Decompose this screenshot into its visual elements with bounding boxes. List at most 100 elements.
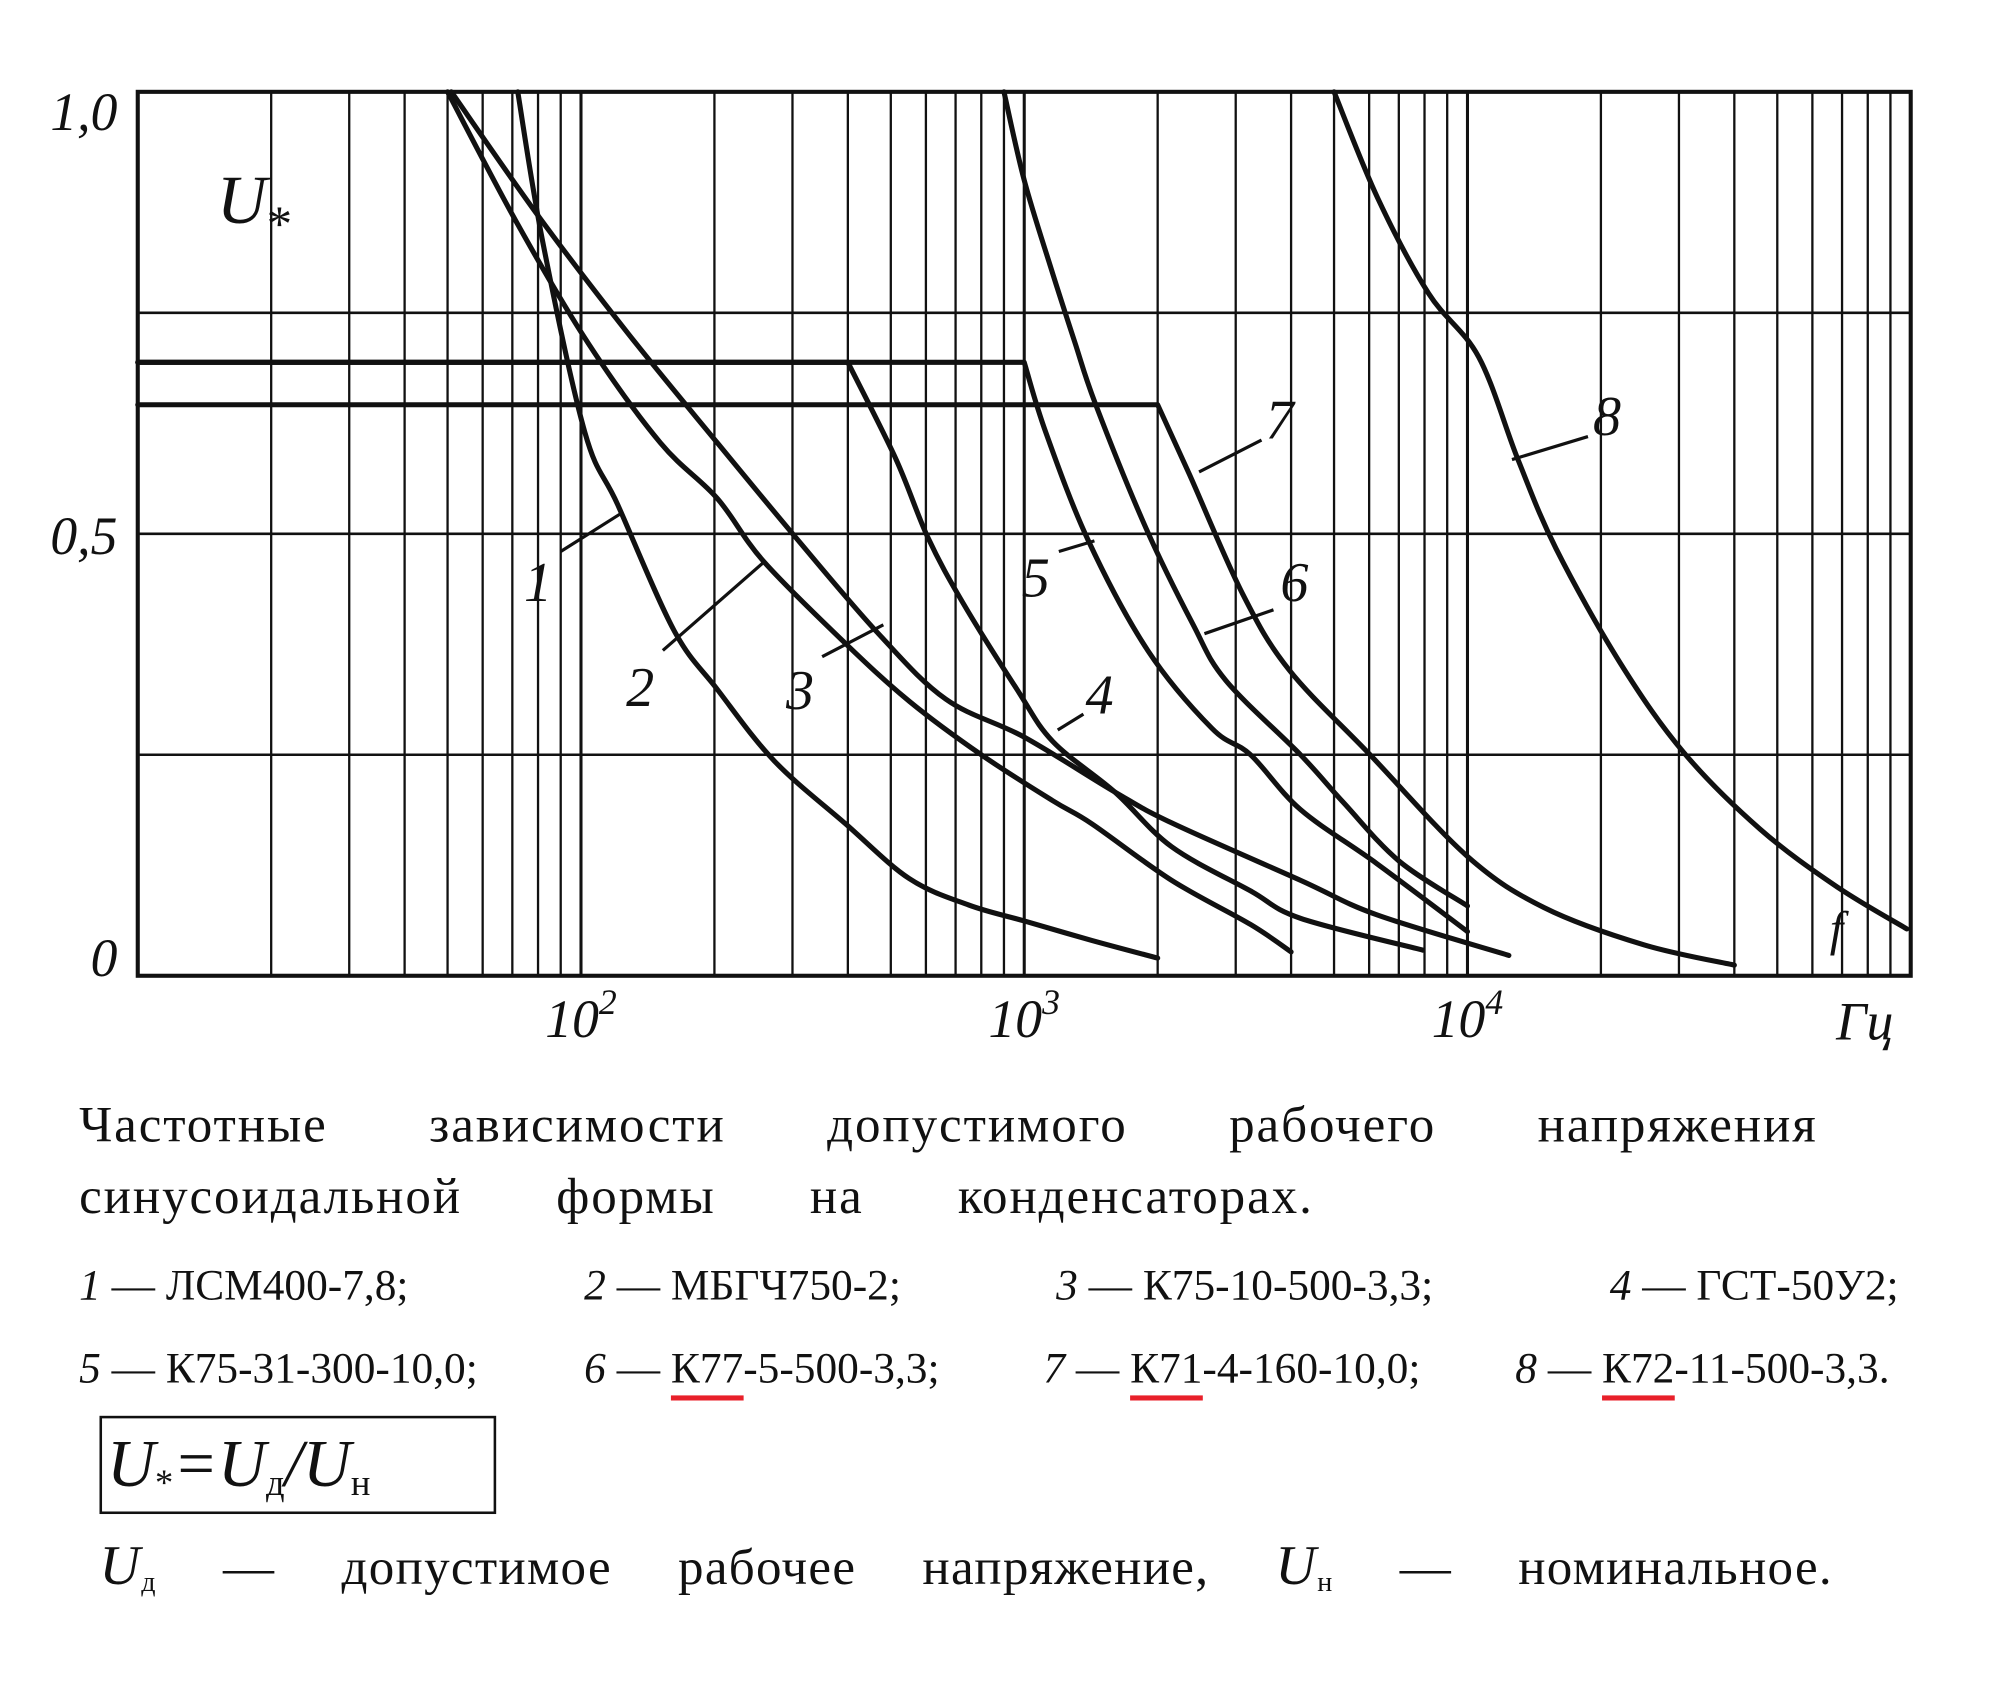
leader-line-8 (1511, 435, 1589, 462)
legend-model: К75-10-500-3,3; (1142, 1262, 1434, 1310)
x-unit-label: Гц (1835, 992, 1893, 1052)
curve-label-3: 3 (785, 660, 814, 722)
formula-symbol: U (218, 1428, 266, 1502)
y-label-symbol: U (217, 162, 271, 238)
leader-line-4 (1056, 712, 1085, 732)
curve-label-8: 8 (1593, 386, 1621, 448)
caption-line-1: Частотные зависимости допустимого рабоче… (79, 1095, 1818, 1154)
tick-exponent: 4 (1485, 982, 1503, 1022)
curve-label-1: 1 (524, 552, 552, 614)
tick-base: 10 (989, 989, 1043, 1049)
curve-label-5: 5 (1022, 548, 1050, 610)
curve-4 (135, 359, 1426, 953)
legend-dash: — (605, 1262, 671, 1310)
legend-model: -5-500-3,3; (743, 1345, 940, 1393)
legend-prefix: К71 (1130, 1345, 1203, 1401)
curve-label-2: 2 (626, 657, 654, 719)
legend-item-8: 8 — К72-11-500-3,3. (1515, 1345, 1890, 1401)
un-definition: — номинальное. (1333, 1538, 1833, 1596)
curve-1 (515, 89, 1161, 961)
formula-subscript: д (265, 1464, 285, 1505)
legend-item-7: 7 — К71-4-160-10,0; (1043, 1345, 1421, 1401)
curve-label-7: 7 (1266, 389, 1296, 451)
legend-item-5: 5 — К75-31-300-10,0; (79, 1346, 478, 1394)
un-symbol: U (1275, 1534, 1318, 1597)
legend-model: -11-500-3,3. (1674, 1345, 1890, 1393)
legend-num: 6 (584, 1345, 606, 1393)
y-tick-label: 0,5 (50, 506, 117, 566)
caption-line-2: синусоидальной формы на конденсаторах. (79, 1167, 1314, 1225)
ud-subscript: д (141, 1565, 157, 1598)
curves (135, 89, 1910, 968)
leader-line-3 (821, 623, 885, 659)
formula-subscript: * (155, 1464, 174, 1505)
legend-num: 8 (1515, 1345, 1537, 1393)
legend-num: 5 (79, 1345, 101, 1393)
formula-box: U*=Uд/Uн (99, 1415, 497, 1515)
legend-num: 3 (1056, 1262, 1078, 1310)
legend-num: 2 (584, 1262, 606, 1310)
definition-line: Uд — допустимое рабочее напряжение, Uн —… (99, 1533, 1832, 1599)
leader-line-7 (1198, 438, 1263, 474)
legend-dash: — (1536, 1345, 1603, 1393)
un-subscript: н (1317, 1565, 1334, 1598)
legend-dash: — (1631, 1262, 1697, 1310)
legend-dash: — (100, 1262, 166, 1310)
legend-item-2: 2 — МБГЧ750-2; (584, 1263, 901, 1311)
leader-line-2 (661, 560, 766, 652)
legend-prefix: К72 (1602, 1345, 1675, 1401)
curve-label-4: 4 (1086, 664, 1114, 726)
formula-equals: = (173, 1428, 219, 1502)
leader-line-5 (1058, 539, 1095, 554)
formula-symbol: U (302, 1428, 351, 1502)
curve-6 (1001, 89, 1471, 909)
curve-3 (448, 89, 1512, 958)
curve-7 (135, 402, 1737, 968)
y-label-subscript: * (267, 197, 293, 253)
x-axis-label: f (1830, 903, 1850, 956)
legend-dash: — (1065, 1345, 1131, 1393)
curve-2 (445, 89, 1294, 955)
legend-item-1: 1 — ЛСМ400-7,8; (79, 1263, 408, 1311)
curve-label-6: 6 (1280, 552, 1308, 614)
curve-8 (1331, 89, 1910, 932)
tick-exponent: 2 (599, 982, 617, 1022)
legend-dash: — (1077, 1262, 1143, 1310)
y-tick-label: 1,0 (50, 82, 117, 142)
legend-num: 4 (1609, 1262, 1632, 1310)
legend-num: 7 (1043, 1345, 1066, 1393)
legend-model: МБГЧ750-2; (670, 1262, 901, 1310)
plot-frame (135, 89, 1913, 978)
grid (137, 91, 1911, 976)
legend-model: -4-160-10,0; (1202, 1345, 1421, 1393)
legend-model: ГСТ-50У2; (1696, 1262, 1899, 1310)
tick-base: 10 (1432, 989, 1486, 1049)
legend-item-6: 6 — К77-5-500-3,3; (584, 1345, 940, 1401)
leader-line-6 (1203, 608, 1274, 636)
formula-slash: / (284, 1428, 303, 1502)
legend-model: К75-31-300-10,0; (165, 1345, 478, 1393)
formula-subscript: н (350, 1464, 371, 1505)
x-tick-label: 104 (1432, 982, 1504, 1049)
legend-prefix: К77 (670, 1345, 744, 1401)
curve-labels: 1 2 3 45 6 7 8 (524, 386, 1621, 732)
ud-symbol: U (99, 1534, 142, 1597)
legend-num: 1 (79, 1262, 101, 1310)
legend-item-3: 3 — К75-10-500-3,3; (1056, 1263, 1433, 1311)
legend-dash: — (605, 1345, 671, 1393)
tick-base: 10 (545, 989, 599, 1049)
legend-model: ЛСМ400-7,8; (165, 1262, 409, 1310)
legend-item-4: 4 — ГСТ-50У2; (1610, 1263, 1899, 1311)
y-tick-label: 0 (91, 928, 118, 988)
ud-definition: — допустимое рабочее напряжение, (156, 1538, 1276, 1596)
x-tick-label: 102 (545, 982, 617, 1049)
curve-5 (135, 359, 1471, 935)
legend-dash: — (100, 1345, 166, 1393)
leader-line-1 (559, 511, 624, 553)
tick-exponent: 3 (1041, 982, 1060, 1022)
x-tick-label: 103 (989, 982, 1060, 1049)
